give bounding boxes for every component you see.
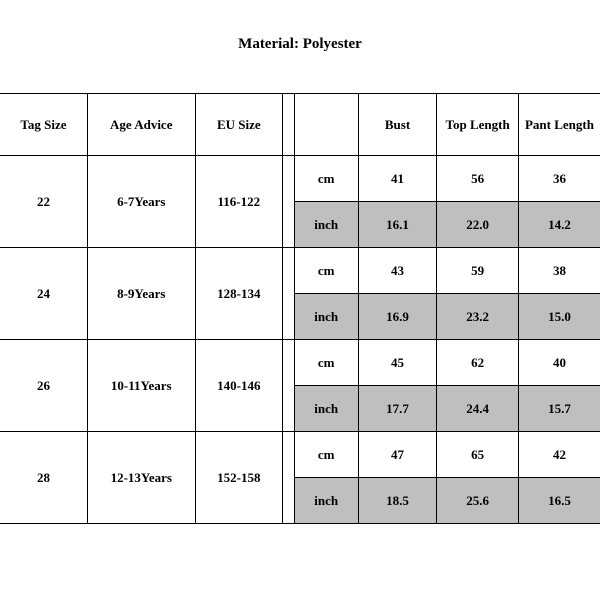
cell-unit: cm [294, 340, 358, 386]
cell-pant-length: 42 [518, 432, 600, 478]
cell-eu-size: 116-122 [195, 156, 282, 248]
cell-pant-length: 16.5 [518, 478, 600, 524]
cell-spacer [283, 156, 295, 248]
cell-spacer [283, 340, 295, 432]
cell-bust: 18.5 [358, 478, 437, 524]
cell-bust: 17.7 [358, 386, 437, 432]
cell-top-length: 24.4 [437, 386, 519, 432]
cell-bust: 16.9 [358, 294, 437, 340]
cell-eu-size: 128-134 [195, 248, 282, 340]
cell-bust: 16.1 [358, 202, 437, 248]
col-age-advice: Age Advice [87, 94, 195, 156]
cell-pant-length: 38 [518, 248, 600, 294]
col-tag-size: Tag Size [0, 94, 87, 156]
cell-spacer [283, 248, 295, 340]
col-bust: Bust [358, 94, 437, 156]
cell-tag-size: 26 [0, 340, 87, 432]
cell-spacer [283, 432, 295, 524]
cell-pant-length: 14.2 [518, 202, 600, 248]
cell-unit: cm [294, 432, 358, 478]
cell-age-advice: 6-7Years [87, 156, 195, 248]
table-body: 226-7Years116-122cm415636inch16.122.014.… [0, 156, 600, 524]
cell-pant-length: 15.7 [518, 386, 600, 432]
cell-unit: inch [294, 202, 358, 248]
table-row: 248-9Years128-134cm435938 [0, 248, 600, 294]
cell-top-length: 59 [437, 248, 519, 294]
cell-age-advice: 10-11Years [87, 340, 195, 432]
cell-top-length: 22.0 [437, 202, 519, 248]
cell-bust: 43 [358, 248, 437, 294]
cell-top-length: 23.2 [437, 294, 519, 340]
table-row: 226-7Years116-122cm415636 [0, 156, 600, 202]
cell-bust: 47 [358, 432, 437, 478]
cell-unit: inch [294, 386, 358, 432]
cell-unit: cm [294, 248, 358, 294]
col-top-length: Top Length [437, 94, 519, 156]
cell-unit: cm [294, 156, 358, 202]
cell-age-advice: 12-13Years [87, 432, 195, 524]
cell-bust: 41 [358, 156, 437, 202]
col-eu-size: EU Size [195, 94, 282, 156]
table-header-row: Tag Size Age Advice EU Size Bust Top Len… [0, 94, 600, 156]
cell-eu-size: 152-158 [195, 432, 282, 524]
table-row: 2812-13Years152-158cm476542 [0, 432, 600, 478]
cell-tag-size: 24 [0, 248, 87, 340]
cell-unit: inch [294, 478, 358, 524]
cell-tag-size: 22 [0, 156, 87, 248]
cell-tag-size: 28 [0, 432, 87, 524]
col-pant-length: Pant Length [518, 94, 600, 156]
cell-top-length: 56 [437, 156, 519, 202]
cell-pant-length: 40 [518, 340, 600, 386]
size-table: Tag Size Age Advice EU Size Bust Top Len… [0, 93, 600, 524]
cell-bust: 45 [358, 340, 437, 386]
page-title: Material: Polyester [0, 36, 600, 53]
cell-pant-length: 15.0 [518, 294, 600, 340]
table-row: 2610-11Years140-146cm456240 [0, 340, 600, 386]
col-spacer [283, 94, 295, 156]
col-unit [294, 94, 358, 156]
cell-top-length: 62 [437, 340, 519, 386]
cell-top-length: 65 [437, 432, 519, 478]
cell-age-advice: 8-9Years [87, 248, 195, 340]
cell-top-length: 25.6 [437, 478, 519, 524]
cell-pant-length: 36 [518, 156, 600, 202]
page: Material: Polyester Tag Size Age Advice … [0, 0, 600, 600]
cell-eu-size: 140-146 [195, 340, 282, 432]
cell-unit: inch [294, 294, 358, 340]
